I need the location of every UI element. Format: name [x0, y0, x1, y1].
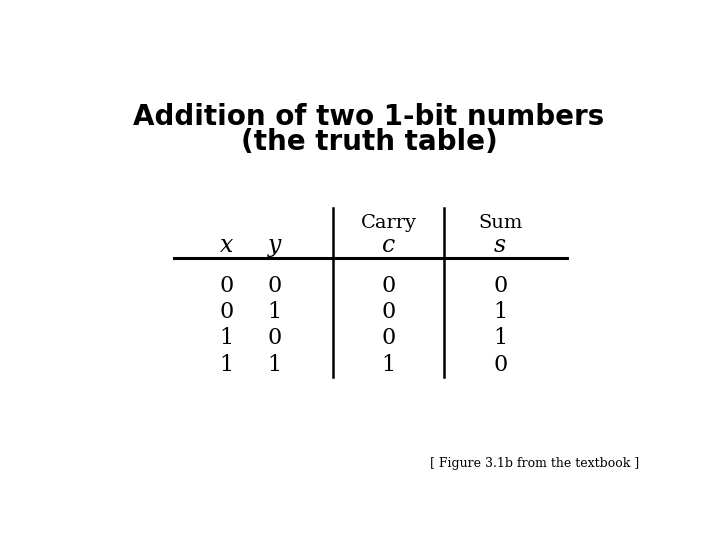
- Text: 0: 0: [493, 275, 508, 297]
- Text: 0: 0: [382, 275, 396, 297]
- Text: 1: 1: [267, 354, 282, 376]
- Text: 1: 1: [220, 354, 234, 376]
- Text: 0: 0: [382, 327, 396, 349]
- Text: Addition of two 1-bit numbers: Addition of two 1-bit numbers: [133, 103, 605, 131]
- Text: 1: 1: [382, 354, 395, 376]
- Text: Sum: Sum: [478, 214, 522, 232]
- Text: 1: 1: [220, 327, 234, 349]
- Text: 0: 0: [220, 275, 234, 297]
- Text: s: s: [494, 234, 506, 257]
- Text: 0: 0: [267, 275, 282, 297]
- Text: 0: 0: [220, 301, 234, 323]
- Text: 0: 0: [382, 301, 396, 323]
- Text: Carry: Carry: [361, 214, 417, 232]
- Text: x: x: [220, 234, 233, 257]
- Text: 1: 1: [493, 327, 507, 349]
- Text: [ Figure 3.1b from the textbook ]: [ Figure 3.1b from the textbook ]: [431, 457, 639, 470]
- Text: 1: 1: [267, 301, 282, 323]
- Text: 1: 1: [493, 301, 507, 323]
- Text: c: c: [382, 234, 395, 257]
- Text: 0: 0: [493, 354, 508, 376]
- Text: (the truth table): (the truth table): [240, 128, 498, 156]
- Text: y: y: [267, 234, 281, 257]
- Text: 0: 0: [267, 327, 282, 349]
